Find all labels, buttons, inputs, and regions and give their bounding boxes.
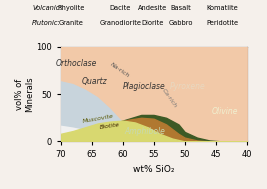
- Text: Gabbro: Gabbro: [168, 20, 193, 26]
- Text: Basalt: Basalt: [170, 5, 191, 11]
- Text: Biotite: Biotite: [100, 122, 121, 130]
- Text: Granodiorite: Granodiorite: [99, 20, 141, 26]
- Text: Andesite: Andesite: [138, 5, 167, 11]
- Text: Quartz: Quartz: [82, 77, 108, 86]
- Text: Orthoclase: Orthoclase: [55, 59, 97, 68]
- Text: Pyroxene: Pyroxene: [170, 82, 206, 91]
- Y-axis label: vol% of
Minerals: vol% of Minerals: [15, 76, 34, 112]
- Text: Plagioclase: Plagioclase: [123, 82, 166, 91]
- Text: Rhyolite: Rhyolite: [58, 5, 85, 11]
- Text: Dacite: Dacite: [110, 5, 131, 11]
- Text: Muscovite: Muscovite: [82, 114, 114, 124]
- Text: Olivine: Olivine: [212, 107, 238, 116]
- Text: Ca-rich: Ca-rich: [161, 87, 178, 108]
- Text: Amphibole: Amphibole: [124, 127, 165, 136]
- Text: Na-rich: Na-rich: [109, 62, 130, 79]
- Text: Diorite: Diorite: [142, 20, 164, 26]
- Text: Komatiite: Komatiite: [207, 5, 238, 11]
- X-axis label: wt% SiO₂: wt% SiO₂: [133, 165, 174, 174]
- Text: Peridotite: Peridotite: [206, 20, 239, 26]
- Text: Volcanic:: Volcanic:: [32, 5, 62, 11]
- Text: Granite: Granite: [59, 20, 84, 26]
- Text: Plutonic:: Plutonic:: [32, 20, 61, 26]
